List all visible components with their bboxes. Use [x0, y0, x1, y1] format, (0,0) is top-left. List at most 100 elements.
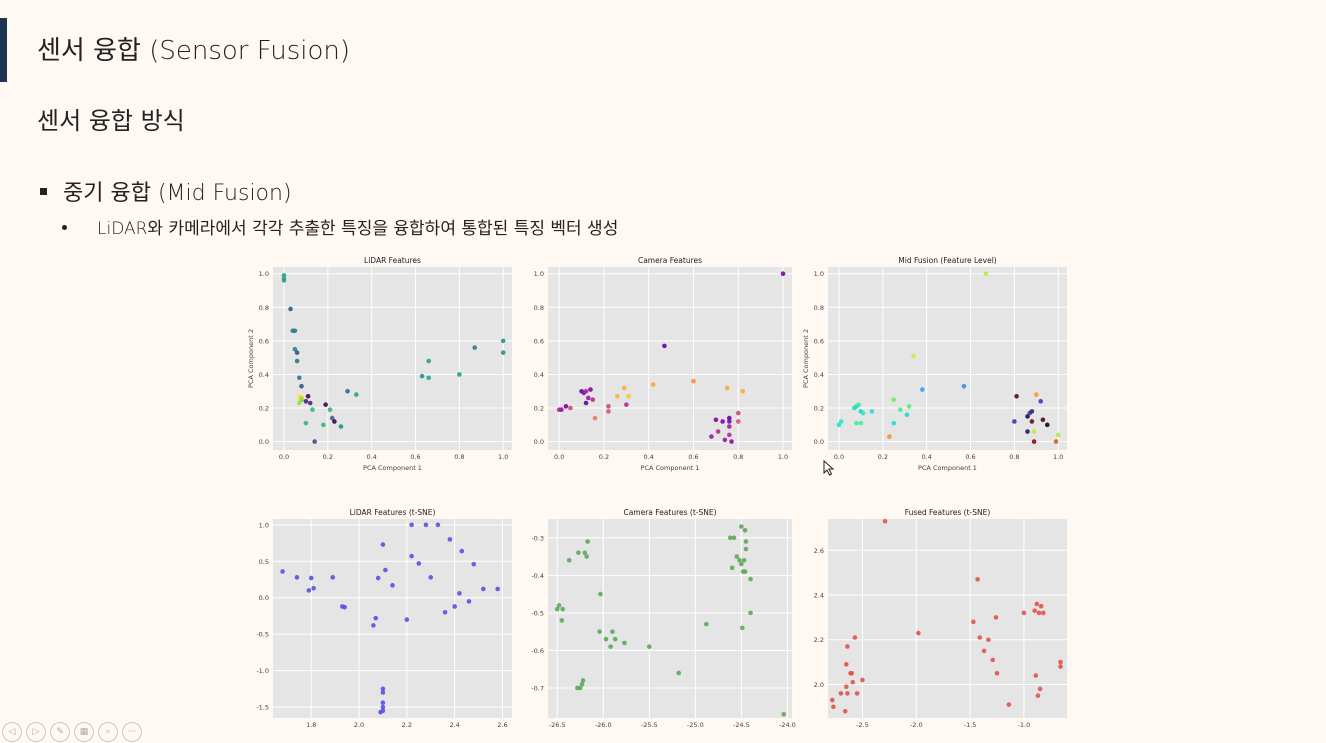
data-point	[559, 407, 564, 412]
y-tick-label: 2.6	[814, 547, 824, 555]
data-point	[310, 407, 315, 412]
data-point	[568, 406, 573, 411]
data-point	[501, 339, 506, 344]
data-point	[744, 539, 749, 544]
data-point	[590, 397, 595, 402]
data-point	[304, 421, 309, 426]
data-point	[986, 637, 991, 642]
x-tick-label: -26.0	[595, 721, 612, 729]
y-tick-label: 1.0	[534, 270, 544, 278]
data-point	[615, 394, 620, 399]
data-point	[304, 399, 309, 404]
data-point	[328, 407, 333, 412]
y-tick-label: -0.5	[256, 631, 269, 639]
data-point	[1058, 660, 1063, 665]
zoom-icon[interactable]: ⌕	[98, 722, 118, 742]
data-point	[321, 423, 326, 428]
y-tick-label: 0.4	[534, 371, 544, 379]
data-point	[416, 561, 421, 566]
data-point	[581, 678, 586, 683]
data-point	[452, 604, 457, 609]
next-icon[interactable]: ▷	[26, 722, 46, 742]
accent-bar	[0, 18, 7, 82]
data-point	[378, 710, 383, 715]
data-point	[736, 411, 741, 416]
data-point	[457, 591, 462, 596]
data-point	[730, 566, 735, 571]
bullet-sub: LiDAR와 카메라에서 각각 추출한 특징을 융합하여 통합된 특징 벡터 생…	[62, 214, 618, 239]
y-tick-label: 0.6	[534, 337, 544, 345]
y-tick-label: 1.0	[814, 270, 824, 278]
y-tick-label: 0.4	[259, 371, 269, 379]
data-point	[307, 588, 312, 593]
x-axis-label: PCA Component 1	[641, 464, 700, 472]
data-point	[606, 404, 611, 409]
dot-bullet-icon	[62, 225, 67, 230]
data-point	[859, 421, 864, 426]
data-point	[501, 350, 506, 355]
data-point	[856, 402, 861, 407]
data-point	[567, 558, 572, 563]
previous-icon[interactable]: ◁	[2, 722, 22, 742]
x-tick-label: -24.5	[733, 721, 750, 729]
lidar-pca-chart: 0.0 0.2 0.4 0.6 0.8 1.0 0.0 0.2 0.4 0.6 0.8 1.0 LiDA…	[245, 254, 520, 480]
data-point	[557, 603, 562, 608]
data-point	[1032, 608, 1037, 613]
y-tick-label: -0.3	[531, 534, 544, 542]
data-point	[736, 419, 741, 424]
data-point	[1037, 611, 1042, 616]
data-point	[560, 607, 565, 612]
y-tick-label: 2.4	[814, 592, 824, 600]
data-point	[428, 575, 433, 580]
data-point	[597, 629, 602, 634]
y-tick-label: -0.5	[531, 609, 544, 617]
x-tick-label: -1.5	[964, 721, 977, 729]
y-tick-label: 0.5	[259, 558, 269, 566]
more-icon[interactable]: ···	[122, 722, 142, 742]
data-point	[843, 709, 848, 714]
data-point	[1007, 702, 1012, 707]
data-point	[907, 404, 912, 409]
x-tick-label: 0.6	[410, 453, 420, 461]
camera-tsne-svg: -26.5 -26.0 -25.5 -25.0 -24.5 -24.0 -0.3 -0.4 -0…	[520, 506, 800, 738]
data-point	[405, 617, 410, 622]
plot-area	[828, 519, 1067, 718]
camera-tsne-chart: -26.5 -26.0 -25.5 -25.0 -24.5 -24.0 -0.3 -0.4 -0…	[520, 506, 800, 738]
slides-icon[interactable]: ▦	[74, 722, 94, 742]
data-point	[1035, 602, 1040, 607]
data-point	[1038, 687, 1043, 692]
chart-title: Mid Fusion (Feature Level)	[898, 256, 997, 265]
y-tick-label: -1.5	[256, 704, 269, 712]
data-point	[962, 384, 967, 389]
lidar-tsne-chart: 1.8 2.0 2.2 2.4 2.6 1.0 0.5 0.0 -0.5 -1.0 -1.5 LiDA…	[245, 506, 520, 738]
data-point	[306, 394, 311, 399]
data-point	[732, 535, 737, 540]
x-tick-label: 0.0	[834, 453, 844, 461]
data-point	[739, 524, 744, 529]
x-tick-label: -24.0	[779, 721, 796, 729]
chart-title: LiDAR Features (t-SNE)	[350, 508, 436, 517]
data-point	[576, 550, 581, 555]
data-point	[1039, 604, 1044, 609]
data-point	[748, 611, 753, 616]
y-tick-label: 0.8	[814, 304, 824, 312]
data-point	[371, 623, 376, 628]
data-point	[426, 359, 431, 364]
data-point	[1030, 419, 1035, 424]
pen-icon[interactable]: ✎	[50, 722, 70, 742]
data-point	[1041, 417, 1046, 422]
data-point	[691, 379, 696, 384]
data-point	[1045, 423, 1050, 428]
x-tick-label: 0.4	[366, 453, 376, 461]
data-point	[1034, 392, 1039, 397]
x-tick-label: -25.5	[641, 721, 658, 729]
data-point	[830, 698, 835, 703]
mouse-cursor-icon	[823, 460, 835, 480]
data-point	[1054, 439, 1059, 444]
x-tick-label: -26.5	[549, 721, 566, 729]
data-point	[585, 539, 590, 544]
x-tick-label: 1.0	[1053, 453, 1063, 461]
data-point	[584, 401, 589, 406]
y-tick-label: -0.4	[531, 572, 544, 580]
data-point	[624, 402, 629, 407]
